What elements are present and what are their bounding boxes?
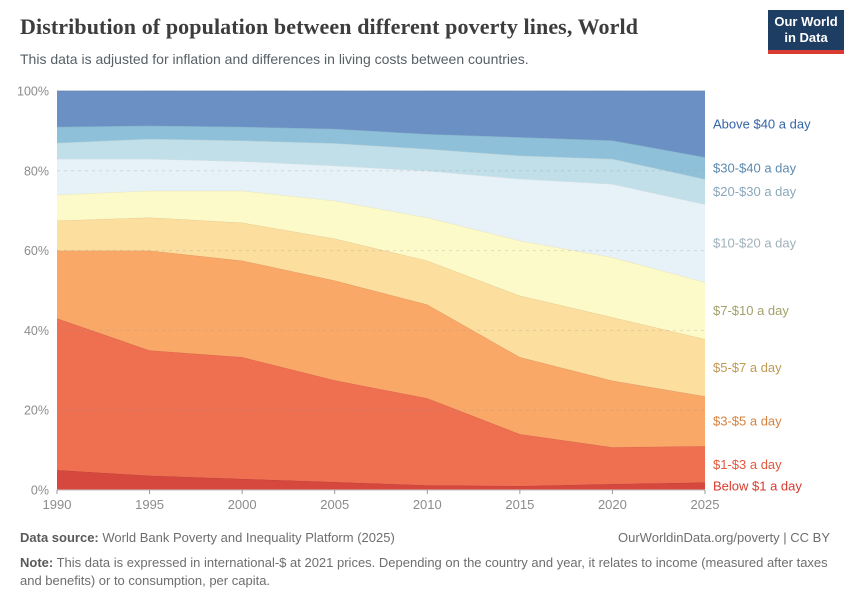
x-tick-label-2005: 2005 [320,497,349,512]
series-label-7-10-a-day[interactable]: $7-$10 a day [713,303,789,318]
data-source-label: Data source: [20,530,99,545]
page-title: Distribution of population between diffe… [20,14,639,39]
area-7-10-a-day[interactable] [57,190,705,340]
series-label-1-3-a-day[interactable]: $1-$3 a day [713,457,782,472]
x-tick-label-2010: 2010 [413,497,442,512]
y-tick-label-80: 80% [24,164,49,178]
data-source-value: World Bank Poverty and Inequality Platfo… [102,530,395,545]
y-tick-label-20: 20% [24,404,49,418]
y-tick-label-0: 0% [31,484,49,498]
data-source: Data source: World Bank Poverty and Ineq… [20,529,395,547]
chart-note: Note: This data is expressed in internat… [20,554,830,590]
owid-logo-line1: Our World [774,13,838,29]
y-tick-label-40: 40% [24,324,49,338]
owid-url-link[interactable]: OurWorldinData.org/poverty [618,530,780,545]
area-30-40-a-day[interactable] [57,125,705,180]
area-above-40-a-day[interactable] [57,91,705,158]
area-3-5-a-day[interactable] [57,250,705,448]
footer-links: OurWorldinData.org/poverty | CC BY [618,529,830,547]
area-5-7-a-day[interactable] [57,217,705,397]
x-tick-label-2025: 2025 [691,497,720,512]
link-separator: | [783,530,787,545]
note-value: This data is expressed in international-… [20,555,828,589]
area-10-20-a-day[interactable] [57,158,705,283]
y-tick-label-60: 60% [24,244,49,258]
x-tick-label-1995: 1995 [135,497,164,512]
x-tick-label-2000: 2000 [228,497,257,512]
series-label-5-7-a-day[interactable]: $5-$7 a day [713,360,782,375]
stacked-area-chart[interactable]: 0% 20% 40% 60% 80% 100% 1990 1995 2000 2005 2010 20… [0,85,850,513]
owid-logo-line2: in Data [784,30,828,45]
chart-footer: Data source: World Bank Poverty and Ineq… [20,529,830,591]
series-label-10-20-a-day[interactable]: $10-$20 a day [713,236,797,251]
x-tick-label-1990: 1990 [43,497,72,512]
series-label-20-30-a-day[interactable]: $20-$30 a day [713,184,797,199]
area-below-1-a-day[interactable] [57,470,705,490]
owid-logo[interactable]: Our World in Data [768,10,844,54]
note-label: Note: [20,555,54,571]
area-1-3-a-day[interactable] [57,318,705,487]
series-label-30-40-a-day[interactable]: $30-$40 a day [713,161,797,176]
series-label-above-40-a-day[interactable]: Above $40 a day [713,117,811,132]
chart-subtitle: This data is adjusted for inflation and … [20,51,529,67]
x-tick-label-2015: 2015 [505,497,534,512]
x-tick-label-2020: 2020 [598,497,627,512]
license-link[interactable]: CC BY [790,530,830,545]
series-label-below-1-a-day[interactable]: Below $1 a day [713,479,802,494]
series-label-3-5-a-day[interactable]: $3-$5 a day [713,414,782,429]
area-20-30-a-day[interactable] [57,138,705,205]
y-tick-label-100: 100% [17,85,49,99]
